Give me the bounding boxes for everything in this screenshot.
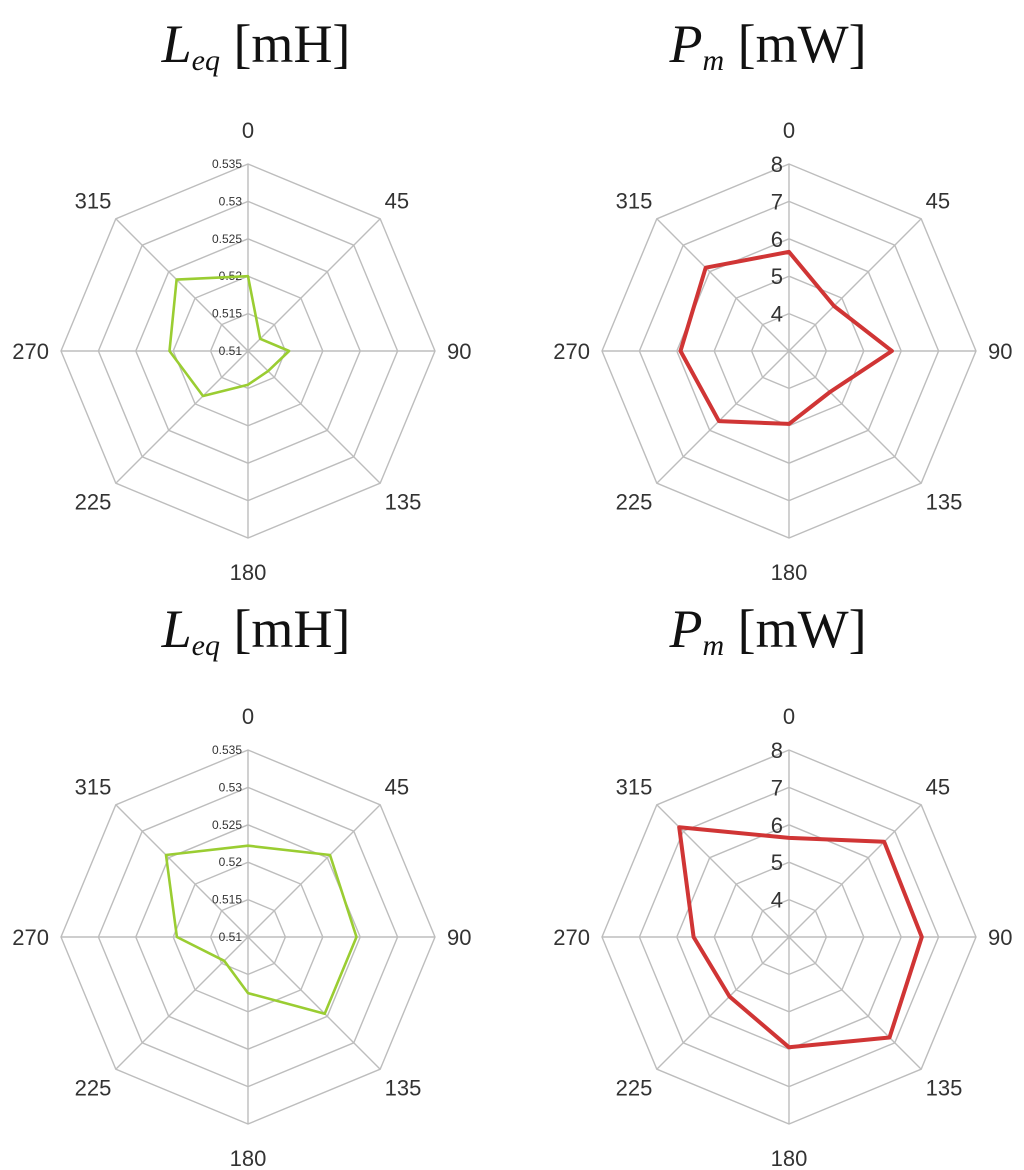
radial-tick-label: 0.52 — [219, 855, 243, 869]
series-line — [164, 844, 358, 1016]
chart-pm-bottom: Pm [mW] 4 5 6 7 8 0 45 90 135 180 225 270 315 — [512, 585, 1024, 1170]
radial-tick-label: 4 — [771, 302, 783, 327]
radial-tick-label: 0.51 — [219, 930, 243, 944]
chart-title: Pm [mW] — [512, 4, 1024, 84]
angle-label: 225 — [75, 1076, 112, 1101]
angle-label: 270 — [553, 925, 590, 950]
axis-spoke — [788, 218, 922, 352]
title-subscript: m — [702, 629, 725, 662]
axis-spoke — [115, 350, 249, 484]
axis-spoke — [115, 804, 249, 938]
chart-title: Leq [mH] — [0, 589, 512, 669]
angle-label: 45 — [926, 774, 950, 799]
radial-tick-label: 0.515 — [212, 893, 242, 907]
radar-plot: 0.510.5150.520.5250.530.5350459013518022… — [12, 118, 471, 585]
angle-label: 90 — [988, 925, 1012, 950]
series-line — [678, 249, 894, 426]
angle-label: 0 — [783, 118, 795, 143]
axis-spoke — [115, 936, 249, 1070]
angle-label: 180 — [771, 560, 808, 585]
angle-label: 270 — [12, 925, 49, 950]
angle-label: 180 — [771, 1146, 808, 1170]
axis-spoke — [115, 218, 249, 352]
title-subscript: m — [702, 44, 725, 77]
title-unit: [mH] — [233, 14, 351, 74]
angle-label: 135 — [385, 1076, 422, 1101]
angle-label: 315 — [616, 774, 653, 799]
angle-label: 135 — [926, 1076, 963, 1101]
axis-spoke — [656, 936, 790, 1070]
radial-tick-label: 4 — [771, 888, 783, 913]
angle-label: 315 — [75, 774, 112, 799]
title-unit: [mH] — [233, 599, 351, 659]
series-line — [168, 274, 291, 398]
axis-spoke — [247, 936, 381, 1070]
radial-tick-label: 0.53 — [219, 780, 243, 794]
title-symbol: P — [669, 599, 703, 659]
radial-tick-label: 6 — [771, 227, 783, 252]
chart-title: Pm [mW] — [512, 589, 1024, 669]
angle-label: 0 — [783, 704, 795, 729]
chart-pm-top: Pm [mW] 4 5 6 7 8 0 45 90 135 180 225 270 315 — [512, 0, 1024, 585]
axis-spoke — [656, 350, 790, 484]
angle-label: 225 — [616, 1076, 653, 1101]
angle-label: 225 — [75, 490, 112, 515]
radial-tick-label: 0.53 — [219, 194, 243, 208]
angle-label: 90 — [447, 339, 471, 364]
title-subscript: eq — [191, 629, 220, 662]
angle-label: 270 — [12, 339, 49, 364]
angle-label: 90 — [988, 339, 1012, 364]
radial-tick-label: 5 — [771, 850, 783, 875]
angle-label: 135 — [385, 490, 422, 515]
title-symbol: L — [161, 14, 192, 74]
chart-leq-top: Leq [mH] 0.51 0.515 0.52 0.525 0.53 0.535 0 45 9… — [0, 0, 512, 585]
radial-tick-label: 0.535 — [212, 743, 242, 757]
angle-label: 45 — [385, 774, 409, 799]
radial-tick-label: 8 — [771, 152, 783, 177]
chart-title: Leq [mH] — [0, 4, 512, 84]
radial-tick-label: 5 — [771, 264, 783, 289]
radial-tick-label: 8 — [771, 738, 783, 763]
angle-label: 315 — [616, 188, 653, 213]
angle-label: 0 — [242, 118, 254, 143]
angle-label: 0 — [242, 704, 254, 729]
title-unit: [mW] — [737, 599, 867, 659]
title-subscript: eq — [191, 44, 220, 77]
radial-tick-label: 0.515 — [212, 307, 242, 321]
title-symbol: L — [161, 599, 192, 659]
angle-label: 45 — [385, 188, 409, 213]
chart-leq-bottom: Leq [mH] 0.51 0.515 0.52 0.525 0.53 0.535 0 45 9… — [0, 585, 512, 1170]
angle-label: 315 — [75, 188, 112, 213]
angle-label: 90 — [447, 925, 471, 950]
angle-label: 180 — [230, 560, 267, 585]
angle-label: 270 — [553, 339, 590, 364]
axis-spoke — [247, 350, 381, 484]
axis-spoke — [788, 804, 922, 938]
title-unit: [mW] — [737, 14, 867, 74]
radial-tick-label: 6 — [771, 813, 783, 838]
axis-spoke — [656, 218, 790, 352]
radial-tick-label: 0.525 — [212, 232, 242, 246]
series-line — [677, 825, 924, 1050]
axis-spoke — [788, 936, 922, 1070]
axis-spoke — [247, 218, 381, 352]
radial-tick-label: 7 — [771, 189, 783, 214]
radial-tick-label: 0.525 — [212, 818, 242, 832]
angle-label: 225 — [616, 490, 653, 515]
radial-tick-label: 0.51 — [219, 344, 243, 358]
title-symbol: P — [669, 14, 703, 74]
axis-spoke — [247, 804, 381, 938]
radial-tick-label: 7 — [771, 775, 783, 800]
angle-label: 45 — [926, 188, 950, 213]
axis-spoke — [788, 350, 922, 484]
angle-label: 135 — [926, 490, 963, 515]
radial-tick-label: 0.535 — [212, 157, 242, 171]
angle-label: 180 — [230, 1146, 267, 1170]
